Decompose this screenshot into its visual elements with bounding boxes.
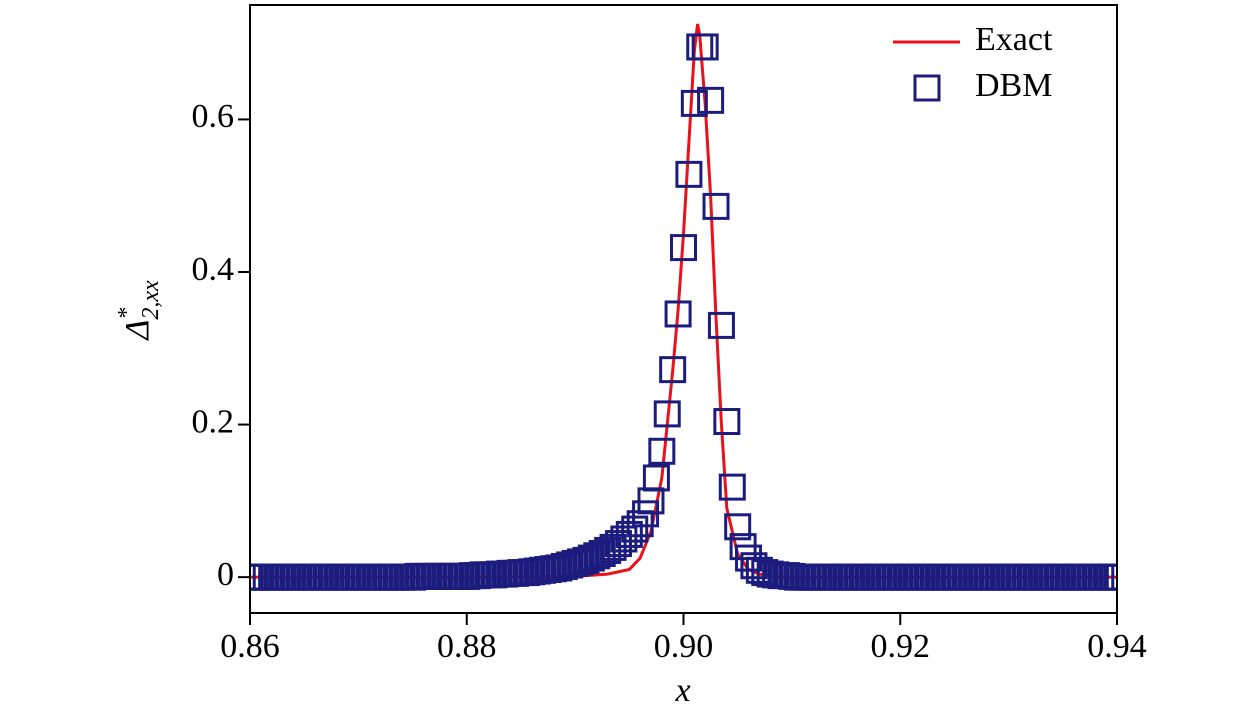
dbm-marker <box>702 192 730 220</box>
dbm-marker <box>1103 563 1117 591</box>
x-tick-label: 0.94 <box>1087 628 1147 665</box>
dbm-marker <box>675 160 703 188</box>
dbm-marker <box>642 464 670 492</box>
dbm-marker <box>648 437 676 465</box>
dbm-marker <box>691 33 719 61</box>
exact-line <box>250 23 1117 579</box>
x-tick-label: 0.86 <box>220 628 280 665</box>
x-tick-label: 0.90 <box>654 628 714 665</box>
dbm-marker <box>724 513 752 541</box>
y-tick-label: 0.2 <box>192 403 235 440</box>
dbm-marker <box>707 311 735 339</box>
legend-label: Exact <box>975 21 1053 58</box>
dbm-marker <box>680 89 708 117</box>
x-axis-label: x <box>674 672 690 709</box>
dbm-marker <box>713 408 741 436</box>
y-tick-label: 0.6 <box>192 98 235 135</box>
x-tick-label: 0.88 <box>437 628 497 665</box>
y-label-subscript: 2,xx <box>138 280 164 320</box>
plot-area <box>250 23 1117 591</box>
dbm-marker <box>670 234 697 262</box>
x-tick-label: 0.92 <box>871 628 931 665</box>
legend-marker <box>913 74 941 102</box>
dbm-marker <box>664 300 692 328</box>
dbm-marker <box>659 356 687 384</box>
dbm-marker <box>697 86 725 114</box>
dbm-marker <box>250 563 264 591</box>
dbm-marker <box>653 400 681 428</box>
y-tick-label: 0 <box>217 556 234 593</box>
y-axis-label: Δ*2,xx <box>114 280 164 342</box>
y-tick-label: 0.4 <box>192 251 235 288</box>
y-label-symbol: Δ <box>119 320 156 342</box>
y-label-superscript: * <box>114 308 140 320</box>
legend-label: DBM <box>975 67 1052 104</box>
dbm-marker <box>718 473 746 501</box>
